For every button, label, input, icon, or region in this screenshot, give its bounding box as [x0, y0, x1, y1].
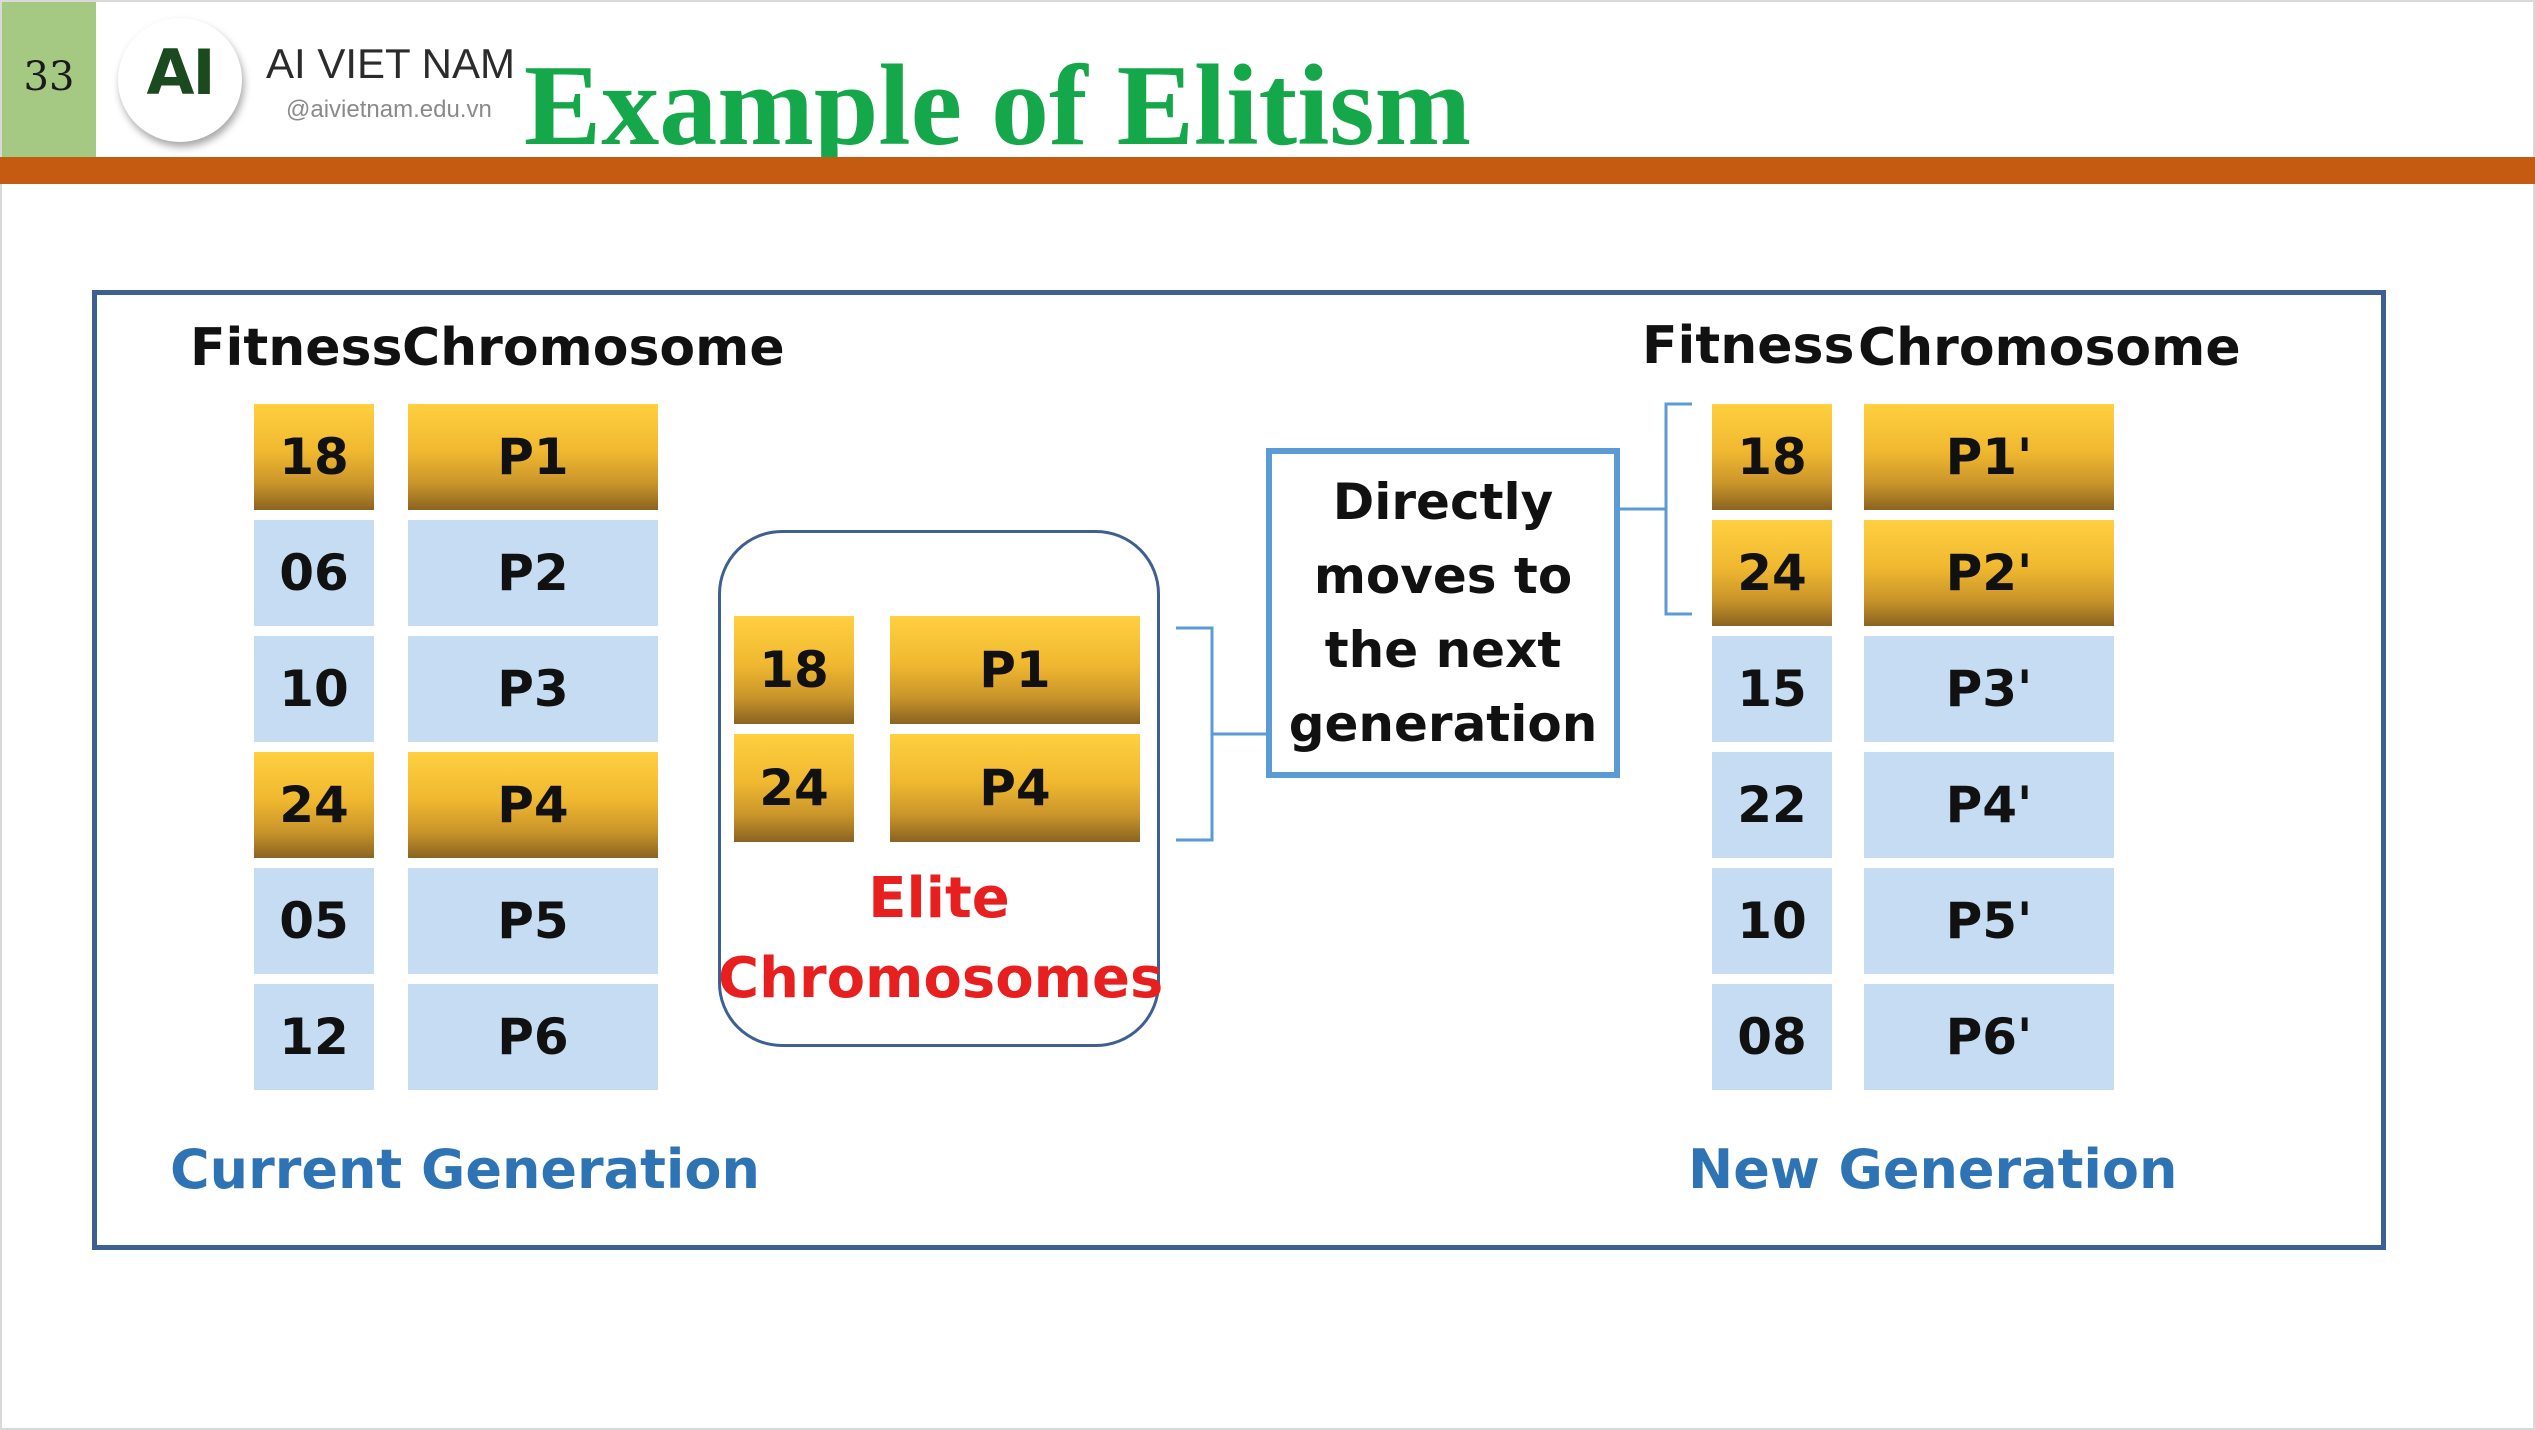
new-fitness-cell: 10	[1712, 868, 1832, 974]
current-chromosome-cell: P3	[408, 636, 658, 742]
elite-label-line2: Chromosomes	[718, 946, 1164, 1011]
moves-line-2: moves to	[1313, 547, 1573, 605]
current-fitness-cell: 05	[254, 868, 374, 974]
current-fitness-cell: 06	[254, 520, 374, 626]
elite-fitness-cell: 18	[734, 616, 854, 724]
slide-title-wrap: Example of Elitism	[0, 40, 2535, 173]
elite-label-line1: Elite	[868, 866, 1010, 931]
new-fitness-cell: 15	[1712, 636, 1832, 742]
new-generation-label: New Generation	[1688, 1138, 2178, 1201]
page-number-box: 33	[2, 2, 96, 157]
new-chromosome-cell: P3'	[1864, 636, 2114, 742]
new-chromosome-cell: P6'	[1864, 984, 2114, 1090]
new-chromosome-cell: P2'	[1864, 520, 2114, 626]
moves-line-3: the next	[1324, 621, 1562, 679]
new-chromosome-header: Chromosome	[1858, 318, 2241, 378]
current-chromosome-cell: P1	[408, 404, 658, 510]
new-fitness-header: Fitness	[1642, 316, 1855, 376]
page-number: 33	[23, 54, 75, 100]
current-chromosome-cell: P2	[408, 520, 658, 626]
current-chromosome-cell: P5	[408, 868, 658, 974]
current-fitness-cell: 10	[254, 636, 374, 742]
current-chromosome-header: Chromosome	[402, 318, 785, 378]
new-fitness-cell: 08	[1712, 984, 1832, 1090]
diagram-frame	[92, 290, 2386, 1250]
current-fitness-header: Fitness	[190, 318, 403, 378]
new-chromosome-cell: P1'	[1864, 404, 2114, 510]
current-fitness-cell: 18	[254, 404, 374, 510]
moves-line-4: generation	[1288, 695, 1598, 753]
slide-title: Example of Elitism	[523, 42, 1472, 170]
current-fitness-cell: 24	[254, 752, 374, 858]
new-fitness-cell: 22	[1712, 752, 1832, 858]
brand-url: @aivietnam.edu.vn	[286, 96, 492, 123]
moves-box: Directly moves to the next generation	[1266, 448, 1620, 778]
new-fitness-cell: 18	[1712, 404, 1832, 510]
brand-name: AI VIET NAM	[266, 40, 515, 87]
new-chromosome-cell: P5'	[1864, 868, 2114, 974]
logo: AI	[118, 18, 242, 142]
logo-text: AI	[146, 36, 215, 109]
current-generation-label: Current Generation	[170, 1138, 760, 1201]
elite-chromosome-cell: P1	[890, 616, 1140, 724]
header-accent-bar	[0, 157, 2535, 184]
new-fitness-cell: 24	[1712, 520, 1832, 626]
elite-chromosome-cell: P4	[890, 734, 1140, 842]
current-chromosome-cell: P4	[408, 752, 658, 858]
moves-line-1: Directly	[1332, 473, 1554, 531]
new-chromosome-cell: P4'	[1864, 752, 2114, 858]
elite-fitness-cell: 24	[734, 734, 854, 842]
current-chromosome-cell: P6	[408, 984, 658, 1090]
current-fitness-cell: 12	[254, 984, 374, 1090]
